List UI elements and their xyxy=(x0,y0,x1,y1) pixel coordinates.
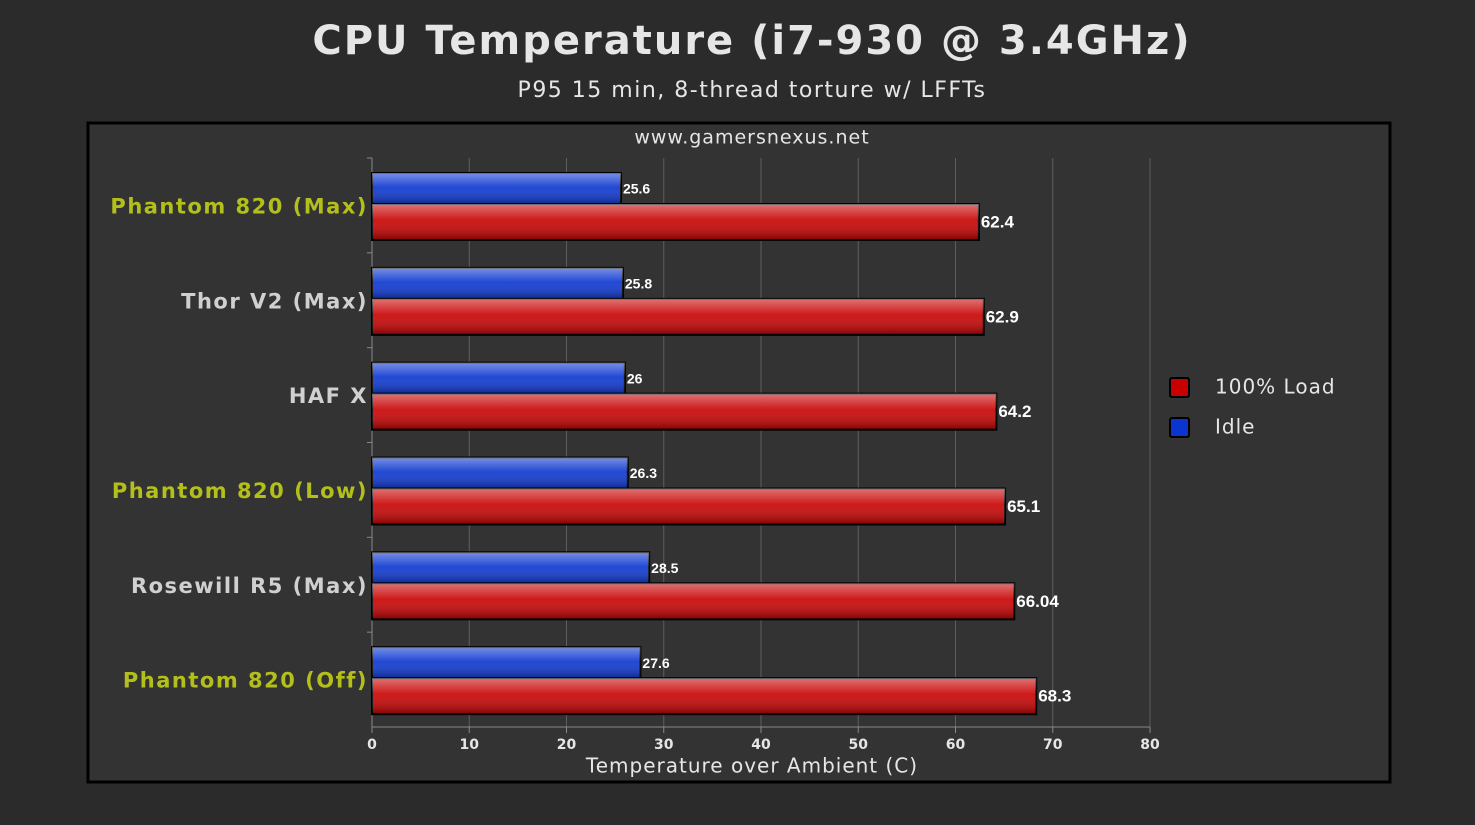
y-tick-label: Phantom 820 (Max) xyxy=(110,194,368,218)
bar-shine xyxy=(372,267,623,300)
x-tick-label: 70 xyxy=(1043,737,1063,753)
bar-shine xyxy=(372,647,641,680)
bar-shine xyxy=(372,362,625,395)
y-tick-label: Thor V2 (Max) xyxy=(181,289,368,313)
y-tick-label: Phantom 820 (Off) xyxy=(123,669,368,693)
source: www.gamersnexus.net xyxy=(634,127,869,149)
value-label: 26.3 xyxy=(630,465,657,481)
legend-swatch xyxy=(1169,377,1190,398)
bar-shine xyxy=(372,488,1006,525)
value-label: 25.8 xyxy=(625,276,652,292)
value-label: 26 xyxy=(627,370,643,386)
bar-shine xyxy=(372,173,621,205)
x-tick-label: 20 xyxy=(557,737,577,753)
value-label: 62.9 xyxy=(986,307,1019,326)
x-tick-label: 30 xyxy=(654,737,674,753)
value-label: 66.04 xyxy=(1016,592,1059,611)
value-label: 28.5 xyxy=(651,560,678,576)
chart-subtitle: P95 15 min, 8-thread torture w/ LFFTs xyxy=(518,78,987,103)
bar-shine xyxy=(372,298,984,335)
value-label: 68.3 xyxy=(1038,687,1071,706)
y-tick-label: Rosewill R5 (Max) xyxy=(131,574,368,598)
legend-label: Idle xyxy=(1215,415,1255,439)
x-tick-label: 10 xyxy=(460,737,480,753)
legend-label: 100% Load xyxy=(1215,375,1336,399)
bar-shine xyxy=(372,204,979,240)
x-tick-label: 80 xyxy=(1140,737,1160,753)
bar-shine xyxy=(372,583,1015,620)
y-tick-label: HAF X xyxy=(289,384,368,408)
bar-shine xyxy=(372,552,650,585)
x-tick-label: 50 xyxy=(849,737,869,753)
y-tick-label: Phantom 820 (Low) xyxy=(112,479,368,503)
legend-swatch xyxy=(1169,417,1190,438)
x-axis-title: Temperature over Ambient (C) xyxy=(585,754,918,778)
bar-shine xyxy=(372,678,1037,715)
value-label: 65.1 xyxy=(1007,497,1040,516)
value-label: 62.4 xyxy=(981,212,1015,231)
chart-title: CPU Temperature (i7-930 @ 3.4GHz) xyxy=(312,18,1191,64)
value-label: 27.6 xyxy=(642,655,669,671)
x-tick-label: 40 xyxy=(751,737,771,753)
x-tick-label: 0 xyxy=(367,737,377,753)
bar-shine xyxy=(372,457,628,490)
bar-shine xyxy=(372,393,997,430)
x-tick-label: 60 xyxy=(946,737,966,753)
value-label: 64.2 xyxy=(998,402,1031,421)
value-label: 25.6 xyxy=(623,181,650,197)
